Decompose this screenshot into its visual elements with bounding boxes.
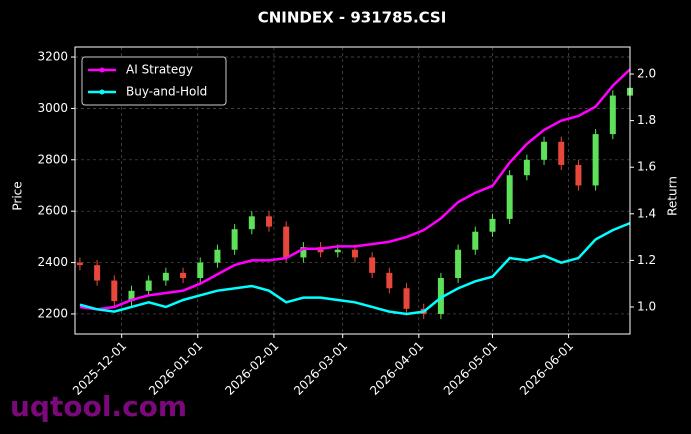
candle-body [609, 95, 616, 135]
y-tick-label: 2800 [37, 152, 68, 166]
plot-frame [74, 46, 631, 335]
x-tick-label: 2026-02-01 [222, 339, 281, 398]
candle-body [437, 277, 444, 314]
legend-label: Buy-and-Hold [126, 85, 207, 99]
legend-marker [99, 67, 105, 73]
candle-body [334, 249, 341, 253]
candle-body [575, 164, 582, 186]
candle-body [162, 272, 169, 281]
candle-body [231, 229, 238, 250]
candle-body [94, 265, 101, 281]
y2-tick-label: 1.2 [637, 253, 656, 267]
candle-body [266, 216, 273, 227]
legend-box [81, 56, 227, 106]
y2-axis-label: Return [666, 176, 680, 216]
y-tick-label: 3200 [37, 50, 68, 64]
candle-body [506, 175, 513, 219]
candle-body [541, 141, 548, 160]
candle-body [369, 257, 376, 273]
candle-body [472, 231, 479, 250]
y2-tick-label: 1.0 [637, 299, 656, 313]
candle-body [403, 288, 410, 309]
y-tick-label: 3000 [37, 101, 68, 115]
y2-tick-label: 1.4 [637, 206, 656, 220]
y2-tick-label: 2.0 [637, 67, 656, 81]
x-tick-label: 2026-05-01 [441, 339, 500, 398]
candle-body [558, 141, 565, 165]
x-tick-label: 2026-06-01 [517, 339, 576, 398]
y2-tick-label: 1.6 [637, 160, 656, 174]
x-tick-label: 2026-04-01 [367, 339, 426, 398]
candle-body [111, 280, 118, 302]
candle-body [523, 159, 530, 176]
y-axis-label: Price [11, 181, 25, 210]
x-tick-label: 2026-03-01 [291, 339, 350, 398]
candle-body [145, 280, 152, 291]
series-line [79, 68, 631, 311]
watermark: uqtool.com [10, 390, 187, 423]
candle-body [128, 290, 135, 302]
y2-tick-label: 1.8 [637, 113, 656, 127]
y-tick-label: 2200 [37, 306, 68, 320]
legend-marker [99, 89, 105, 95]
candle-body [386, 272, 393, 289]
candle-body [180, 272, 187, 278]
chart-title: CNINDEX - 931785.CSI [258, 9, 447, 27]
y-tick-label: 2400 [37, 255, 68, 269]
candle-body [197, 262, 204, 278]
legend-label: AI Strategy [126, 63, 193, 77]
candle-body [455, 249, 462, 278]
candle-body [76, 262, 83, 266]
candle-body [489, 218, 496, 232]
candle-body [248, 216, 255, 230]
candle-body [283, 226, 290, 258]
candle-body [592, 134, 599, 186]
y-tick-label: 2600 [37, 204, 68, 218]
candle-body [351, 249, 358, 258]
candle-body [214, 249, 221, 263]
candle-body [300, 247, 307, 258]
series-line [79, 221, 631, 316]
